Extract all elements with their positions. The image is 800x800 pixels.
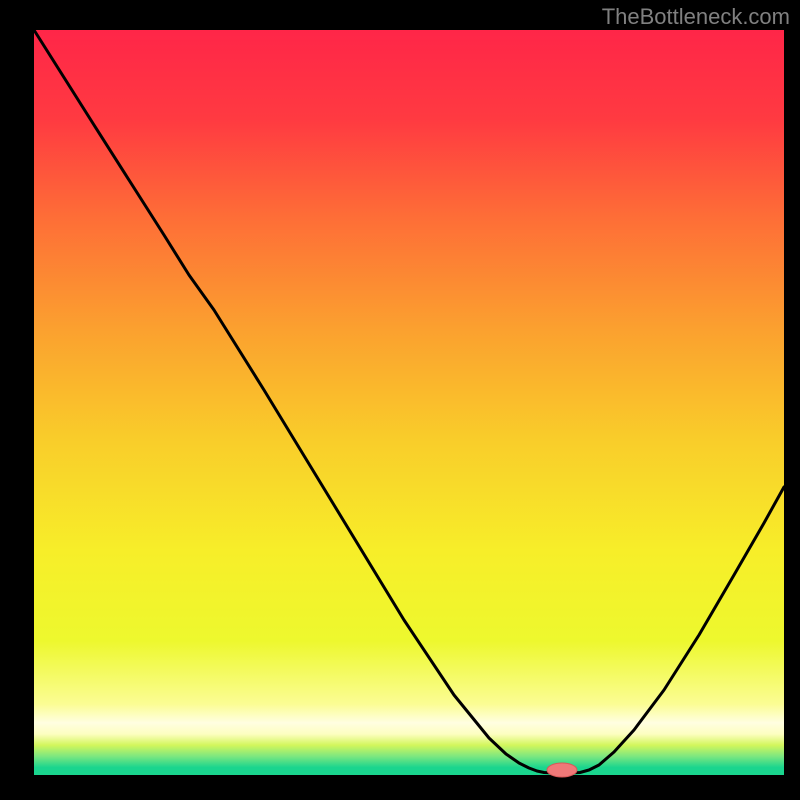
watermark-text: TheBottleneck.com <box>602 4 790 30</box>
chart-container: { "watermark": { "text": "TheBottleneck.… <box>0 0 800 800</box>
plot-gradient-area <box>34 30 784 775</box>
